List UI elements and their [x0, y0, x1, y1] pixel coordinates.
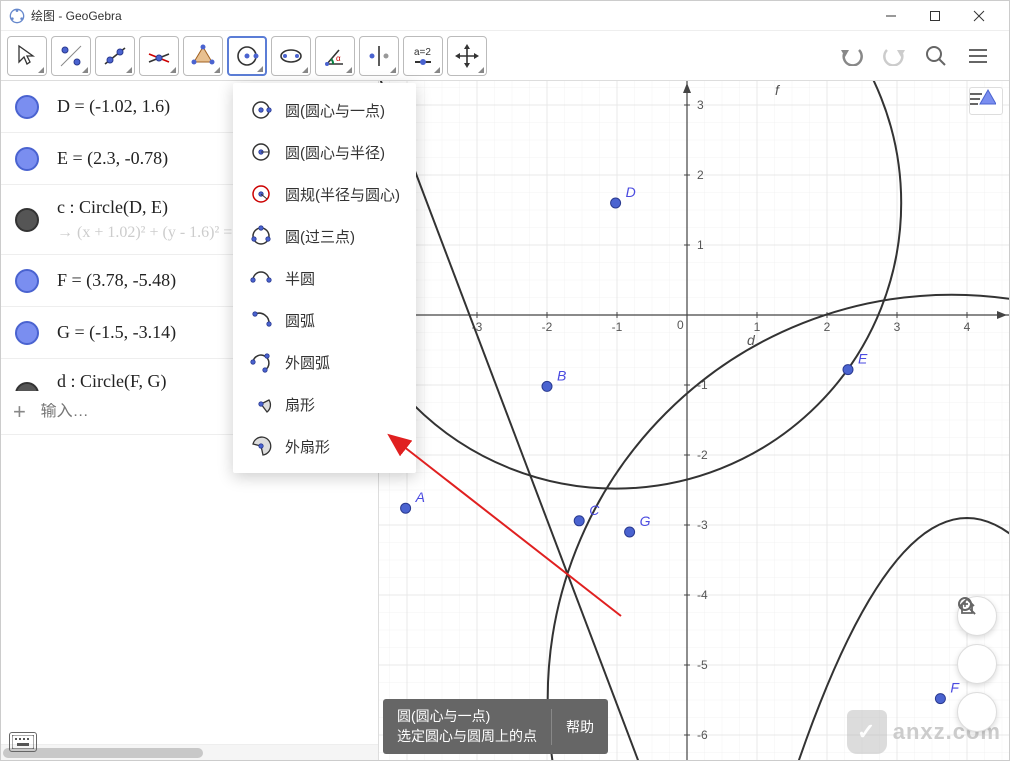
svg-text:0: 0 — [677, 318, 684, 332]
svg-text:-1: -1 — [612, 320, 623, 334]
svg-text:2: 2 — [697, 168, 704, 182]
tool-conic[interactable] — [271, 36, 311, 76]
svg-text:3: 3 — [697, 98, 704, 112]
undo-button[interactable] — [837, 41, 867, 71]
app-icon — [9, 8, 25, 24]
svg-text:A: A — [415, 489, 425, 505]
tool-angle[interactable]: α — [315, 36, 355, 76]
keyboard-button[interactable] — [9, 732, 37, 752]
visibility-toggle[interactable] — [15, 382, 39, 391]
titlebar: 绘图 - GeoGebra — [1, 1, 1009, 31]
svg-text:4: 4 — [964, 320, 971, 334]
arc-icon — [249, 308, 273, 332]
svg-text:-2: -2 — [697, 448, 708, 462]
visibility-toggle[interactable] — [15, 269, 39, 293]
dropdown-item-semicircle[interactable]: 半圆 — [233, 257, 416, 299]
svg-text:α: α — [336, 54, 341, 63]
dropdown-item-circle-3pts[interactable]: 圆(过三点) — [233, 215, 416, 257]
toolbar: α a=2 — [1, 31, 1009, 81]
tool-circle[interactable] — [227, 36, 267, 76]
tool-point[interactable] — [51, 36, 91, 76]
zoom-out-button[interactable] — [957, 692, 997, 732]
visibility-toggle[interactable] — [15, 321, 39, 345]
dropdown-item-sector[interactable]: 扇形 — [233, 383, 416, 425]
svg-text:-2: -2 — [542, 320, 553, 334]
dropdown-item-arc[interactable]: 圆弧 — [233, 299, 416, 341]
tooltip-title: 圆(圆心与一点) — [397, 707, 537, 727]
redo-button[interactable] — [879, 41, 909, 71]
svg-text:-3: -3 — [697, 518, 708, 532]
tool-tooltip: 圆(圆心与一点) 选定圆心与圆周上的点 帮助 — [383, 699, 608, 754]
tool-move-view[interactable] — [447, 36, 487, 76]
circle-tool-dropdown: 圆(圆心与一点)圆(圆心与半径)圆规(半径与圆心)圆(过三点)半圆圆弧外圆弧扇形… — [233, 83, 416, 473]
tool-polygon[interactable] — [183, 36, 223, 76]
window-title: 绘图 - GeoGebra — [31, 7, 869, 24]
content: D = (-1.02, 1.6)E = (2.3, -0.78)c : Circ… — [1, 81, 1009, 760]
app-window: 绘图 - GeoGebra αa=2 D = (-1.02, 1.6)E = (… — [0, 0, 1010, 761]
svg-text:E: E — [858, 351, 868, 367]
maximize-button[interactable] — [913, 1, 957, 31]
circle-3pts-icon — [249, 224, 273, 248]
visibility-toggle[interactable] — [15, 95, 39, 119]
circle-center-point-icon — [249, 98, 273, 122]
svg-text:B: B — [557, 367, 566, 383]
svg-text:-6: -6 — [697, 728, 708, 742]
svg-text:1: 1 — [697, 238, 704, 252]
svg-text:f: f — [775, 82, 781, 98]
h-scrollbar[interactable] — [1, 744, 378, 760]
svg-text:-5: -5 — [697, 658, 708, 672]
tool-transform[interactable] — [359, 36, 399, 76]
zoom-in-button[interactable] — [957, 644, 997, 684]
tool-text[interactable]: a=2 — [403, 36, 443, 76]
tooltip-desc: 选定圆心与圆周上的点 — [397, 727, 537, 747]
svg-text:-4: -4 — [697, 588, 708, 602]
circumsector-icon — [249, 434, 273, 458]
svg-text:G: G — [640, 513, 651, 529]
dropdown-item-circle-center-radius[interactable]: 圆(圆心与半径) — [233, 131, 416, 173]
circle-center-radius-icon — [249, 140, 273, 164]
dropdown-item-compass[interactable]: 圆规(半径与圆心) — [233, 173, 416, 215]
svg-text:3: 3 — [894, 320, 901, 334]
circumarc-icon — [249, 350, 273, 374]
close-button[interactable] — [957, 1, 1001, 31]
minimize-button[interactable] — [869, 1, 913, 31]
dropdown-item-circumarc[interactable]: 外圆弧 — [233, 341, 416, 383]
sector-icon — [249, 392, 273, 416]
dropdown-item-circle-center-point[interactable]: 圆(圆心与一点) — [233, 89, 416, 131]
compass-icon — [249, 182, 273, 206]
svg-text:2: 2 — [824, 320, 831, 334]
search-button[interactable] — [921, 41, 951, 71]
svg-text:D: D — [626, 184, 636, 200]
semicircle-icon — [249, 266, 273, 290]
svg-text:C: C — [589, 502, 600, 518]
svg-text:a=2: a=2 — [414, 47, 431, 58]
visibility-toggle[interactable] — [15, 147, 39, 171]
tool-move[interactable] — [7, 36, 47, 76]
tool-line[interactable] — [95, 36, 135, 76]
tool-special-line[interactable] — [139, 36, 179, 76]
visibility-toggle[interactable] — [15, 208, 39, 232]
graphics-view[interactable]: -6-5-4-3-2-1123456-8-7-6-5-4-3-2-1123450… — [379, 81, 1009, 760]
add-icon: + — [13, 399, 41, 425]
dropdown-item-circumsector[interactable]: 外扇形 — [233, 425, 416, 467]
style-panel-button[interactable] — [969, 87, 1003, 115]
tooltip-help-button[interactable]: 帮助 — [551, 709, 608, 745]
menu-button[interactable] — [963, 41, 993, 71]
view-controls — [957, 596, 997, 732]
